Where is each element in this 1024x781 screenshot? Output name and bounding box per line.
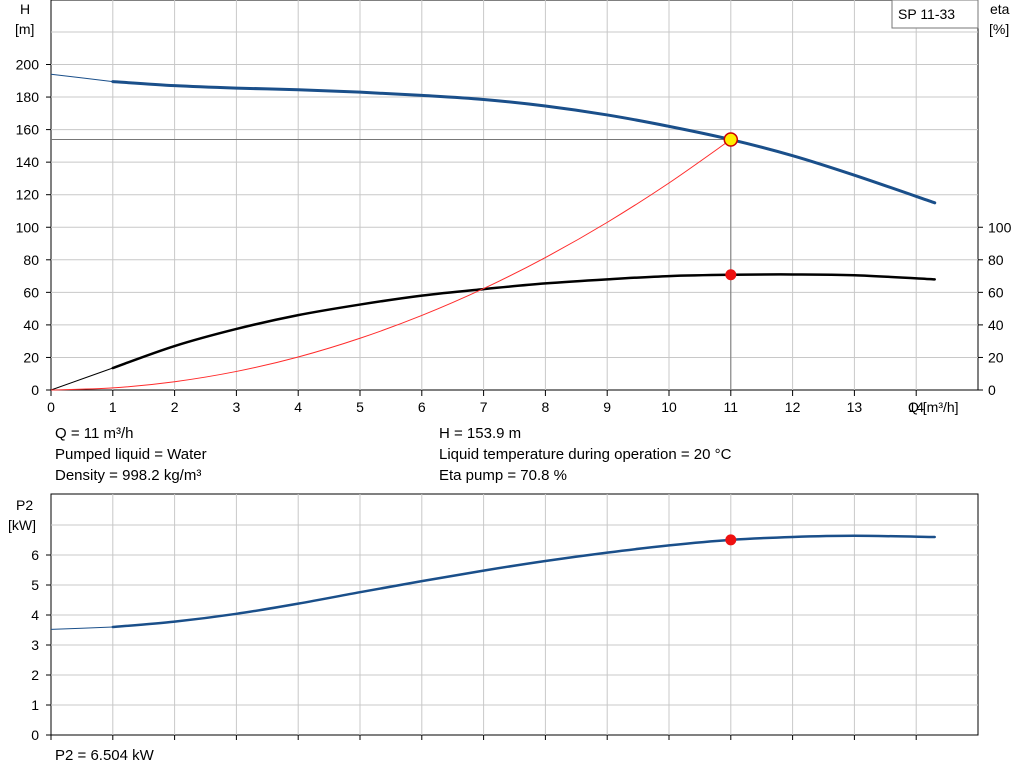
info-pumped-liquid: Pumped liquid = Water xyxy=(55,446,207,463)
y-axis-unit-p2: [kW] xyxy=(8,517,36,533)
markers xyxy=(723,132,739,546)
y-tick-label: 20 xyxy=(23,349,39,365)
y-tick-label: 0 xyxy=(31,382,39,398)
head-curve-extrapolated xyxy=(50,73,113,83)
y-tick-label: 3 xyxy=(31,637,39,653)
p2-duty-point xyxy=(725,534,737,546)
x-tick-label: 3 xyxy=(233,399,241,415)
y-tick-label: 5 xyxy=(31,577,39,593)
eta-curve xyxy=(111,273,936,370)
y-tick-label: 40 xyxy=(23,317,39,333)
y2-tick-label: 60 xyxy=(988,284,1004,300)
y-tick-label: 180 xyxy=(16,89,40,105)
y-tick-label: 160 xyxy=(16,122,40,138)
power-curve-extrapolated xyxy=(50,626,113,630)
bottom-tick-labels: 0 1 2 3 4 5 6 xyxy=(31,547,917,743)
x-tick-label: 10 xyxy=(661,399,677,415)
y-axis-label-p2: P2 xyxy=(16,497,33,513)
info-eta-pump: Eta pump = 70.8 % xyxy=(439,467,567,484)
y-tick-label: 0 xyxy=(31,727,39,743)
bottom-grid xyxy=(51,494,978,735)
info-density: Density = 998.2 kg/m³ xyxy=(55,467,202,484)
y-tick-label: 2 xyxy=(31,667,39,683)
y-tick-label: 120 xyxy=(16,187,40,203)
x-tick-label: 13 xyxy=(847,399,863,415)
y-tick-label: 4 xyxy=(31,607,39,623)
x-tick-label: 5 xyxy=(356,399,364,415)
power-curve xyxy=(111,534,936,629)
y2-tick-label: 80 xyxy=(988,252,1004,268)
info-flow: Q = 11 m³/h xyxy=(55,425,134,442)
pump-model-label: SP 11-33 xyxy=(898,6,955,22)
y2-tick-label: 100 xyxy=(988,219,1012,235)
operating-point-guides xyxy=(51,139,732,390)
y-tick-label: 140 xyxy=(16,154,40,170)
info-power-p2: P2 = 6.504 kW xyxy=(55,747,154,764)
x-tick-label: 2 xyxy=(171,399,179,415)
x-tick-label: 14 xyxy=(908,399,924,415)
x-tick-label: 1 xyxy=(109,399,117,415)
system-curve xyxy=(50,139,732,391)
info-liquid-temperature: Liquid temperature during operation = 20… xyxy=(439,446,732,463)
y-tick-label: 60 xyxy=(23,284,39,300)
top-series xyxy=(50,73,937,391)
x-axis-label: Q [m³/h] xyxy=(908,399,959,415)
head-curve xyxy=(111,80,937,205)
y-tick-label: 6 xyxy=(31,547,39,563)
top-tick-labels: 0 1 2 3 4 5 6 7 8 9 10 11 12 13 1402040608010012014016… xyxy=(16,57,1012,416)
y2-tick-label: 20 xyxy=(988,349,1004,365)
eta-duty-point xyxy=(725,269,737,281)
y-tick-label: 100 xyxy=(16,219,40,235)
x-tick-label: 6 xyxy=(418,399,426,415)
x-tick-label: 12 xyxy=(785,399,801,415)
y-axis-label-h: H xyxy=(20,1,30,17)
y-tick-label: 80 xyxy=(23,252,39,268)
y2-axis-label-eta: eta xyxy=(990,1,1010,17)
operating-point-marker xyxy=(723,132,739,147)
top-grid xyxy=(51,0,978,390)
x-tick-label: 7 xyxy=(480,399,488,415)
x-tick-label: 9 xyxy=(603,399,611,415)
x-tick-label: 4 xyxy=(294,399,302,415)
x-tick-label: 8 xyxy=(542,399,550,415)
eta-curve-extrapolated xyxy=(50,367,113,391)
y-tick-label: 200 xyxy=(16,57,40,73)
x-tick-label: 11 xyxy=(724,399,739,415)
y2-tick-label: 0 xyxy=(988,382,996,398)
bottom-series xyxy=(50,534,936,630)
x-tick-label: 0 xyxy=(47,399,55,415)
y-axis-unit-h: [m] xyxy=(15,21,34,37)
y-tick-label: 1 xyxy=(31,697,39,713)
info-head: H = 153.9 m xyxy=(439,425,522,442)
pump-model-box: SP 11-33 xyxy=(891,0,979,29)
y2-tick-label: 40 xyxy=(988,317,1004,333)
y2-axis-unit-eta: [%] xyxy=(989,21,1009,37)
